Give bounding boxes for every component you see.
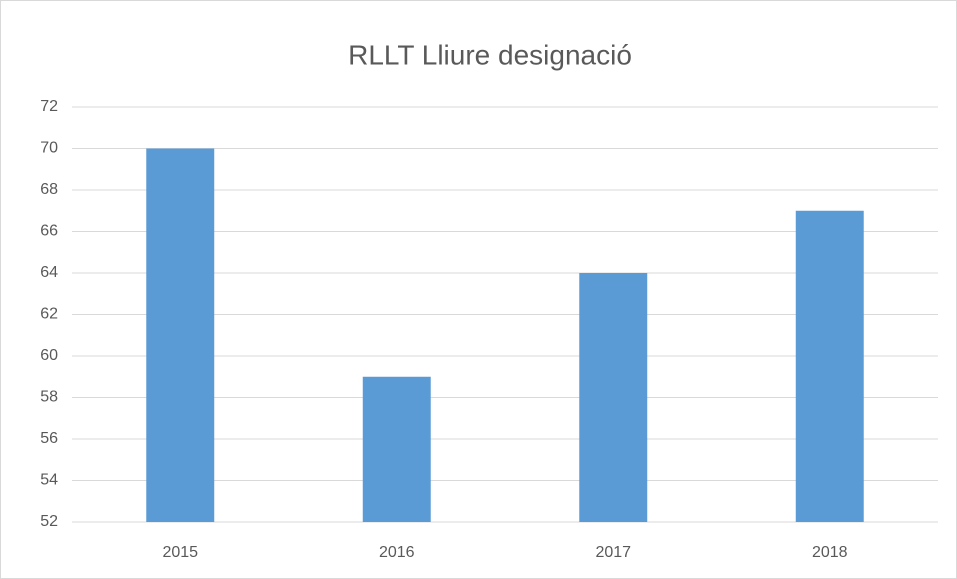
y-tick-label: 72 <box>40 98 58 115</box>
bar <box>579 273 648 522</box>
chart-title: RLLT Lliure designació <box>348 39 632 70</box>
y-tick-label: 60 <box>40 347 58 364</box>
y-tick-label: 66 <box>40 223 58 240</box>
y-tick-label: 52 <box>40 513 58 530</box>
y-tick-label: 58 <box>40 389 58 406</box>
x-tick-label: 2017 <box>595 544 631 561</box>
y-tick-label: 54 <box>40 472 58 489</box>
bar <box>795 210 864 522</box>
x-tick-label: 2016 <box>379 544 415 561</box>
y-tick-label: 68 <box>40 181 58 198</box>
y-tick-label: 56 <box>40 430 58 447</box>
y-tick-label: 70 <box>40 140 58 157</box>
x-tick-label: 2018 <box>812 544 848 561</box>
bar <box>146 148 215 522</box>
x-tick-label: 2015 <box>162 544 198 561</box>
bar <box>362 376 431 522</box>
y-tick-label: 64 <box>40 264 58 281</box>
y-tick-label: 62 <box>40 306 58 323</box>
